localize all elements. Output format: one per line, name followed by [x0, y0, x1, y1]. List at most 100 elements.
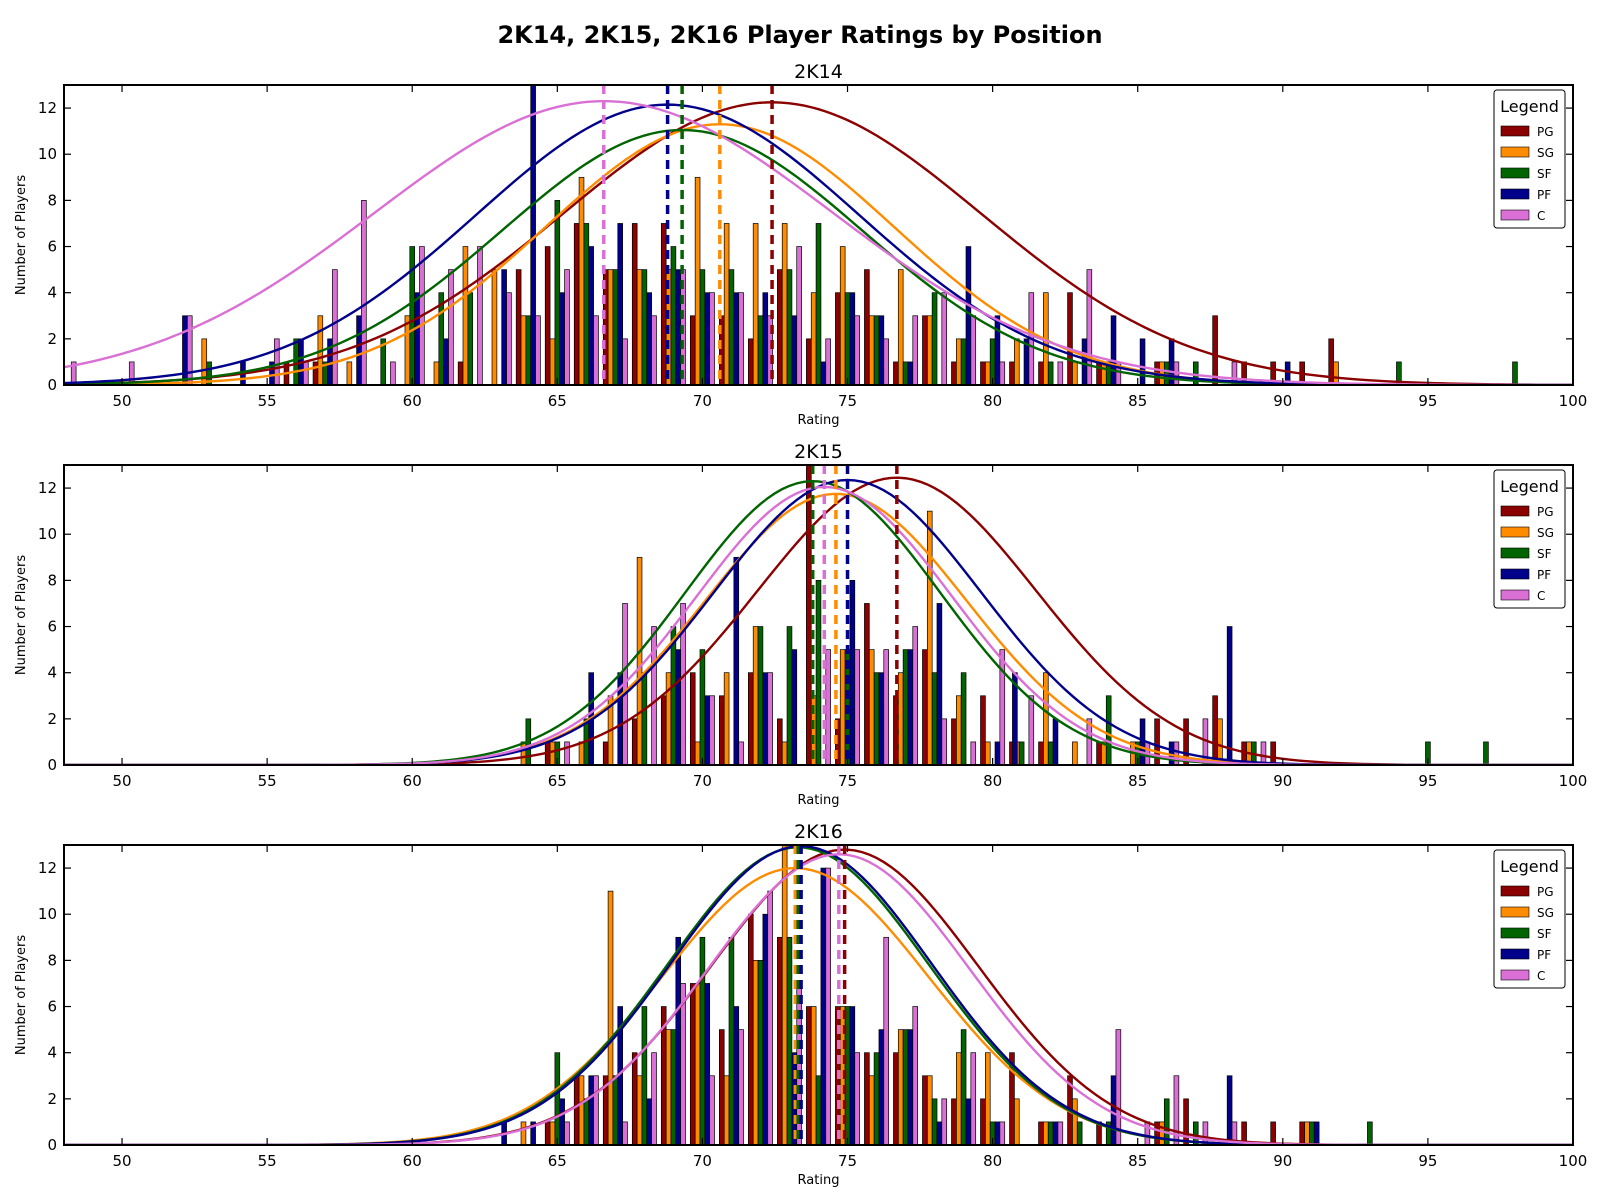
bar: [1192, 1121, 1199, 1145]
bar: [723, 672, 730, 765]
bar: [564, 1121, 570, 1145]
bar: [443, 338, 449, 385]
legend-label-pg: PG: [1537, 125, 1554, 139]
bar: [1028, 695, 1035, 765]
bar: [883, 649, 889, 765]
bar: [520, 741, 527, 765]
bar: [1057, 361, 1064, 385]
bar: [1009, 361, 1015, 385]
bar: [825, 649, 831, 765]
y-axis-label: Number of Players: [14, 555, 29, 675]
bar: [980, 695, 986, 765]
bar: [1396, 361, 1402, 385]
bar: [897, 672, 904, 765]
bar: [825, 338, 831, 385]
x-tick-label: 100: [1559, 392, 1588, 410]
bar: [849, 292, 856, 385]
bar: [786, 936, 793, 1145]
series-sg-bars: [520, 845, 1310, 1145]
bar: [467, 292, 474, 385]
bar: [733, 1006, 740, 1145]
bar: [651, 315, 657, 385]
bar: [293, 338, 299, 385]
bar: [718, 695, 725, 765]
bar: [994, 1121, 1001, 1145]
bar: [675, 269, 682, 385]
bar: [1052, 1121, 1059, 1145]
bar: [1043, 672, 1049, 765]
bar: [931, 672, 938, 765]
y-tick-label: 0: [47, 756, 57, 774]
bar: [752, 626, 759, 765]
bar: [897, 269, 904, 385]
bar: [617, 223, 623, 385]
y-tick-label: 12: [38, 99, 57, 117]
bar: [965, 1098, 972, 1145]
y-tick-label: 2: [47, 710, 57, 728]
bar: [1086, 269, 1093, 385]
bar: [1512, 361, 1518, 385]
y-tick-label: 2: [47, 1090, 57, 1108]
bar: [1105, 695, 1112, 765]
bar: [926, 510, 933, 765]
bar: [864, 1052, 870, 1145]
bar: [931, 292, 938, 385]
x-tick-label: 80: [983, 1152, 1002, 1170]
bar: [660, 695, 667, 765]
bar: [941, 292, 948, 385]
legend-title: Legend: [1500, 857, 1559, 876]
bar: [922, 649, 928, 765]
bar: [501, 269, 507, 385]
bar: [844, 292, 851, 385]
panel-2k14: 2K14 50 55 60 65 70 75 80 85 90 95 100 0 2 4 6 8 10 12 Rati…: [14, 61, 1587, 428]
x-tick-label: 70: [693, 772, 712, 790]
bar: [1226, 626, 1233, 765]
bar: [806, 465, 812, 765]
bar: [849, 1006, 856, 1145]
bar: [1057, 1121, 1064, 1145]
bar: [728, 936, 735, 1145]
x-tick-label: 70: [693, 392, 712, 410]
bar: [390, 361, 396, 385]
legend-label-pf: PF: [1537, 188, 1551, 202]
bar: [689, 983, 696, 1145]
bar: [699, 649, 706, 765]
x-tick-label: 100: [1559, 1152, 1588, 1170]
bar: [757, 960, 764, 1145]
bar: [1226, 1075, 1233, 1145]
legend-label-pf: PF: [1537, 568, 1551, 582]
legend-swatch-pf: [1500, 948, 1530, 960]
panel-2k16: 2K16 50 55 60 65 70 75 80 85 90 95 100 0 2 4 6 8 10 12 Rati…: [14, 821, 1587, 1188]
bar: [1052, 718, 1059, 765]
bar: [893, 361, 899, 385]
bar: [738, 741, 744, 765]
bar: [810, 292, 817, 385]
bar: [893, 1052, 899, 1145]
bar: [699, 269, 706, 385]
bar: [1018, 741, 1025, 765]
bar: [757, 626, 764, 765]
legend-title: Legend: [1500, 477, 1559, 496]
bar: [868, 649, 875, 765]
y-tick-label: 12: [38, 479, 57, 497]
bar: [1483, 741, 1489, 765]
bar: [689, 315, 696, 385]
legend-label-sf: SF: [1537, 167, 1552, 181]
figure-title: 2K14, 2K15, 2K16 Player Ratings by Posit…: [497, 21, 1102, 49]
bar: [1163, 361, 1170, 385]
bar: [762, 292, 769, 385]
x-tick-label: 85: [1128, 772, 1147, 790]
bar: [922, 315, 928, 385]
bar: [312, 361, 319, 385]
bar: [699, 936, 706, 1145]
bar: [1081, 338, 1088, 385]
bar: [907, 361, 914, 385]
bar: [704, 695, 711, 765]
bar: [1047, 1121, 1054, 1145]
bar: [332, 269, 338, 385]
bar: [820, 867, 827, 1145]
bar: [602, 741, 609, 765]
legend-swatch-sg: [1500, 906, 1530, 918]
legend-label-pf: PF: [1537, 948, 1551, 962]
bar: [1038, 1121, 1044, 1145]
